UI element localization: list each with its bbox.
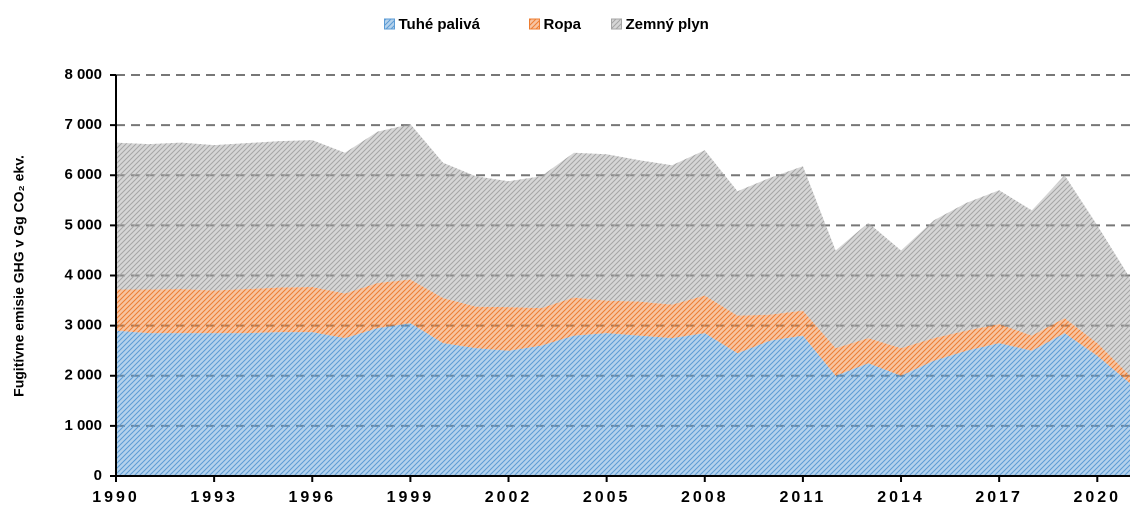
legend-swatch [384,18,395,30]
y-tick-label: 8 000 [64,66,102,83]
y-tick-label: 7 000 [64,116,102,133]
x-tick-label: 1990 [92,489,140,506]
x-tick-label: 2005 [583,489,631,506]
x-tick-label: 2008 [681,489,729,506]
legend-swatch [529,18,540,30]
x-tick-label: 2014 [877,489,925,506]
area [116,124,1130,376]
x-tick-label: 1993 [190,489,238,506]
legend-label: Tuhé palivá [399,16,481,33]
x-tick-label: 1999 [387,489,435,506]
x-tick-label: 1996 [288,489,336,506]
x-tick-label: 2002 [485,489,533,506]
legend-label: Zemný plyn [626,16,709,33]
y-tick-label: 4 000 [64,266,102,283]
legend-swatch [611,18,622,30]
y-tick-label: 5 000 [64,216,102,233]
y-tick-label: 2 000 [64,367,102,384]
area [116,279,1130,384]
area [116,323,1130,476]
x-tick-label: 2011 [780,489,827,506]
x-tick-label: 2017 [975,489,1023,506]
x-tick-label: 2020 [1073,489,1121,506]
y-tick-label: 6 000 [64,166,102,183]
y-tick-label: 3 000 [64,317,102,334]
y-tick-label: 0 [94,467,102,484]
y-tick-label: 1 000 [64,417,102,434]
legend-label: Ropa [544,16,582,33]
y-axis-label: Fugitívne emisie GHG v Gg CO₂ ekv. [11,155,27,397]
